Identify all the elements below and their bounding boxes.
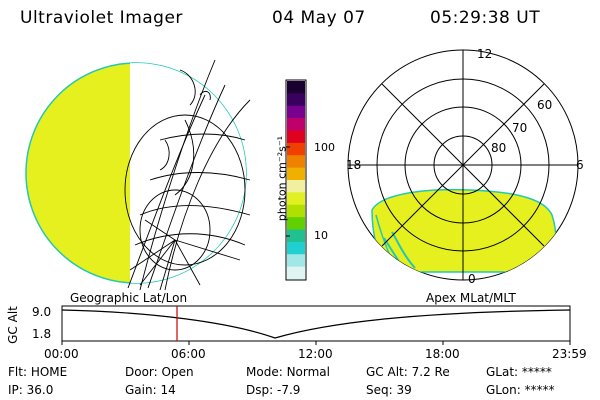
mlt-6-label: 6 <box>576 158 584 172</box>
colorbar-cell <box>287 142 305 156</box>
status-flt: Flt: HOME <box>8 365 68 379</box>
status-gain: Gain: 14 <box>125 383 176 397</box>
polar-grid <box>348 50 578 280</box>
lat-60-label: 60 <box>537 98 553 112</box>
colorbar-cell <box>287 93 305 107</box>
x-tick-0600: 06:00 <box>171 347 206 361</box>
altitude-ylabel: GC Alt <box>5 306 20 344</box>
colorbar-cell <box>287 266 305 280</box>
colorbar-cell <box>287 155 305 169</box>
colorbar-cell <box>287 254 305 268</box>
colorbar-cell <box>287 167 305 181</box>
time-label: 05:29:38 UT <box>430 8 541 28</box>
x-tick-1200: 12:00 <box>298 347 333 361</box>
date-label: 04 May 07 <box>272 8 366 28</box>
colorbar-cell <box>287 118 305 132</box>
colorbar-cell <box>287 192 305 206</box>
altitude-ymax: 9.0 <box>32 305 52 319</box>
status-gc-alt: GC Alt: 7.2 Re <box>366 365 450 379</box>
colorbar-cell <box>287 130 305 144</box>
colorbar-tick-10: 10 <box>314 229 328 242</box>
left-panel-title: Geographic Lat/Lon <box>70 291 188 305</box>
status-door: Door: Open <box>125 365 194 379</box>
colorbar-cell <box>287 180 305 193</box>
colorbar-cell <box>287 229 305 243</box>
status-glon: GLon: ***** <box>486 383 555 397</box>
colorbar-cell <box>287 105 305 119</box>
polar-plot <box>347 49 579 281</box>
colorbar-unit-label: photon cm⁻²s⁻¹ <box>275 135 289 222</box>
colorbar <box>285 79 307 281</box>
status-mode: Mode: Normal <box>246 365 330 379</box>
mlt-0-label: 0 <box>468 272 476 286</box>
colorbar-cell <box>287 217 305 231</box>
map-grid <box>124 59 251 291</box>
status-glat: GLat: ***** <box>486 365 552 379</box>
status-ip: IP: 36.0 <box>8 383 54 397</box>
x-tick-1800: 18:00 <box>425 347 460 361</box>
altitude-ymin: 1.8 <box>32 327 52 341</box>
instrument-title: Ultraviolet Imager <box>20 8 183 28</box>
status-seq: Seq: 39 <box>366 383 412 397</box>
x-tick-0000: 00:00 <box>44 347 79 361</box>
mlt-12-label: 12 <box>477 47 493 61</box>
altitude-strip <box>61 305 571 345</box>
lat-80-label: 80 <box>491 141 507 155</box>
colorbar-cell <box>287 241 305 255</box>
altitude-curve <box>61 309 571 339</box>
x-tick-2359: 23:59 <box>552 347 587 361</box>
right-panel-title: Apex MLat/MLT <box>426 291 516 305</box>
colorbar-cell <box>287 81 305 94</box>
geographic-image <box>25 59 251 291</box>
status-dsp: Dsp: -7.9 <box>246 383 301 397</box>
colorbar-tick-100: 100 <box>314 141 335 154</box>
mlt-18-label: 18 <box>346 158 362 172</box>
colorbar-cell <box>287 204 305 218</box>
lat-70-label: 70 <box>512 121 528 135</box>
